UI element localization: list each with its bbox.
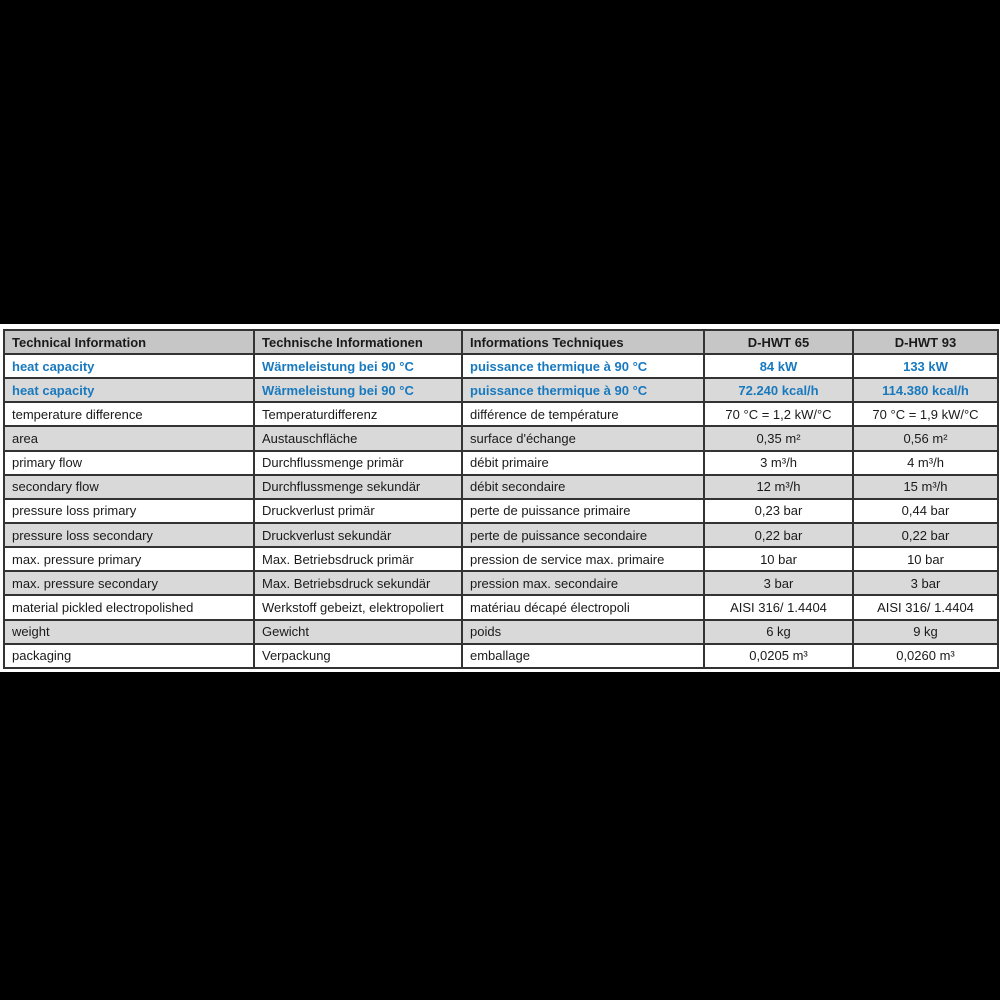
- table-row: primary flow Durchflussmenge primär débit …: [3, 449, 999, 476]
- table-cell: Durchflussmenge sekundär: [253, 473, 463, 500]
- table-cell: Austauschfläche: [253, 425, 463, 452]
- table-row: weight Gewicht poids 6 kg 9 kg: [3, 618, 999, 645]
- header-row: Technical Information Technische Informat…: [3, 329, 999, 355]
- table-cell: Gewicht: [253, 618, 463, 645]
- column-header: Technical Information: [3, 329, 255, 355]
- table-cell: 72.240 kcal/h: [703, 377, 854, 404]
- table-cell: 133 kW: [852, 352, 999, 380]
- table-cell: Max. Betriebsdruck primär: [253, 546, 463, 573]
- table-cell: Max. Betriebsdruck sekundär: [253, 570, 463, 597]
- table-row: max. pressure primary Max. Betriebsdruck …: [3, 546, 999, 573]
- table-row: packaging Verpackung emballage 0,0205 m³ 0,0…: [3, 642, 999, 670]
- table-cell: 70 °C = 1,2 kW/°C: [703, 401, 854, 428]
- table-cell: 3 m³/h: [703, 449, 854, 476]
- table-row: temperature difference Temperaturdifferen…: [3, 401, 999, 428]
- table-cell: max. pressure secondary: [3, 570, 255, 597]
- table-cell: 0,22 bar: [703, 521, 854, 549]
- table-cell: 15 m³/h: [852, 473, 999, 500]
- table-cell: Druckverlust sekundär: [253, 521, 463, 549]
- table-cell: primary flow: [3, 449, 255, 476]
- table-cell: 10 bar: [852, 546, 999, 573]
- table-cell: puissance thermique à 90 °C: [461, 352, 705, 380]
- table-cell: temperature difference: [3, 401, 255, 428]
- column-header: D-HWT 93: [852, 329, 999, 355]
- table-cell: matériau décapé électropoli: [461, 594, 705, 621]
- table-cell: 0,56 m²: [852, 425, 999, 452]
- table-cell: perte de puissance secondaire: [461, 521, 705, 549]
- table-cell: pressure loss secondary: [3, 521, 255, 549]
- table-cell: 0,35 m²: [703, 425, 854, 452]
- table-cell: 70 °C = 1,9 kW/°C: [852, 401, 999, 428]
- table-row: material pickled electropolished Werkstof…: [3, 594, 999, 621]
- table-row: heat capacity Wärmeleistung bei 90 °C puis…: [3, 377, 999, 404]
- table-cell: débit secondaire: [461, 473, 705, 500]
- table-cell: heat capacity: [3, 352, 255, 380]
- table-cell: Werkstoff gebeizt, elektropoliert: [253, 594, 463, 621]
- table-body: heat capacity Wärmeleistung bei 90 °C puis…: [3, 352, 999, 670]
- table-cell: Wärmeleistung bei 90 °C: [253, 352, 463, 380]
- table-cell: différence de température: [461, 401, 705, 428]
- table-cell: puissance thermique à 90 °C: [461, 377, 705, 404]
- table-cell: secondary flow: [3, 473, 255, 500]
- table-cell: 3 bar: [852, 570, 999, 597]
- table-cell: poids: [461, 618, 705, 645]
- table-cell: 0,0205 m³: [703, 642, 854, 670]
- table-cell: 0,23 bar: [703, 497, 854, 524]
- table-cell: débit primaire: [461, 449, 705, 476]
- column-header: Informations Techniques: [461, 329, 705, 355]
- table-cell: Durchflussmenge primär: [253, 449, 463, 476]
- table-cell: 0,22 bar: [852, 521, 999, 549]
- table-cell: emballage: [461, 642, 705, 670]
- table-cell: heat capacity: [3, 377, 255, 404]
- table-cell: 84 kW: [703, 352, 854, 380]
- table-cell: pressure loss primary: [3, 497, 255, 524]
- table-cell: max. pressure primary: [3, 546, 255, 573]
- table-cell: 6 kg: [703, 618, 854, 645]
- column-header: Technische Informationen: [253, 329, 463, 355]
- table-cell: 3 bar: [703, 570, 854, 597]
- technical-data-table: Technical Information Technische Informat…: [3, 329, 999, 670]
- table-cell: perte de puissance primaire: [461, 497, 705, 524]
- table-cell: Temperaturdifferenz: [253, 401, 463, 428]
- table-cell: pression max. secondaire: [461, 570, 705, 597]
- table-cell: 4 m³/h: [852, 449, 999, 476]
- table-cell: 0,0260 m³: [852, 642, 999, 670]
- datasheet-table-panel: Technical Information Technische Informat…: [0, 324, 1000, 672]
- table-cell: 9 kg: [852, 618, 999, 645]
- table-row: max. pressure secondary Max. Betriebsdruc…: [3, 570, 999, 597]
- table-cell: 10 bar: [703, 546, 854, 573]
- table-cell: Wärmeleistung bei 90 °C: [253, 377, 463, 404]
- table-cell: surface d'échange: [461, 425, 705, 452]
- table-row: pressure loss secondary Druckverlust seku…: [3, 521, 999, 549]
- table-cell: Verpackung: [253, 642, 463, 670]
- table-cell: 0,44 bar: [852, 497, 999, 524]
- table-row: area Austauschfläche surface d'échange 0,35…: [3, 425, 999, 452]
- table-cell: weight: [3, 618, 255, 645]
- table-cell: 114.380 kcal/h: [852, 377, 999, 404]
- column-header: D-HWT 65: [703, 329, 854, 355]
- table-cell: AISI 316/ 1.4404: [852, 594, 999, 621]
- table-cell: packaging: [3, 642, 255, 670]
- table-row: secondary flow Durchflussmenge sekundär dé…: [3, 473, 999, 500]
- table-cell: pression de service max. primaire: [461, 546, 705, 573]
- table-cell: area: [3, 425, 255, 452]
- table-cell: Druckverlust primär: [253, 497, 463, 524]
- table-row: heat capacity Wärmeleistung bei 90 °C puis…: [3, 352, 999, 380]
- table-cell: material pickled electropolished: [3, 594, 255, 621]
- table-cell: 12 m³/h: [703, 473, 854, 500]
- table-row: pressure loss primary Druckverlust primär…: [3, 497, 999, 524]
- table-cell: AISI 316/ 1.4404: [703, 594, 854, 621]
